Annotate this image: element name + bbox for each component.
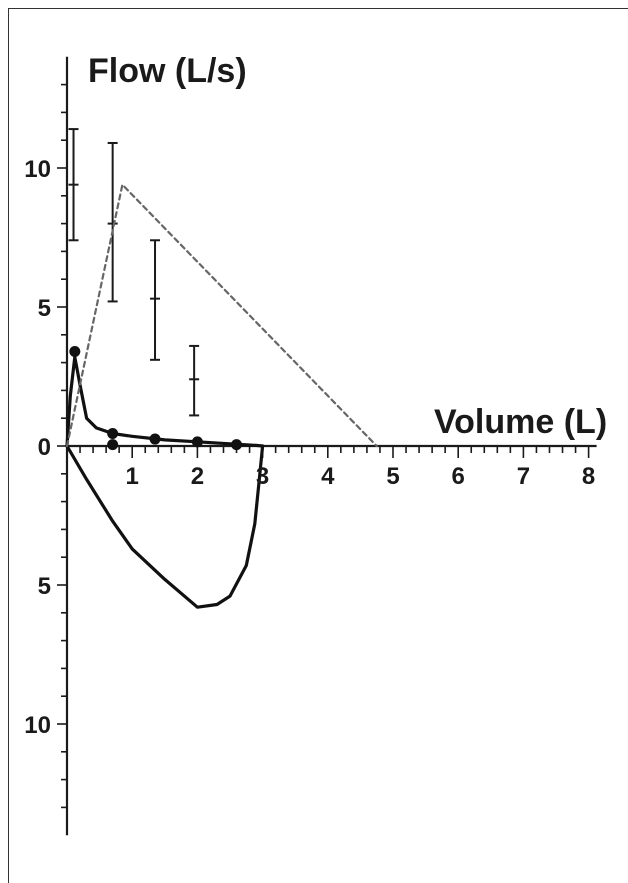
data-point [149,433,161,445]
y-axis-title: Flow (L/s) [88,52,247,90]
y-tick-label: 5 [38,573,51,600]
predicted-curve [65,183,378,448]
chart-border [8,8,628,883]
tick-labels: 1 2 3 4 5 6 7 8 10 5 0 5 10 [24,156,595,739]
x-tick-label: 3 [256,463,269,490]
data-point [107,439,119,451]
y-tick-label: 10 [24,712,51,739]
expiratory-curve [65,355,265,448]
x-tick-label: 7 [517,463,530,490]
x-tick-label: 8 [582,463,595,490]
data-point [69,345,81,357]
x-tick-label: 4 [321,463,335,490]
x-tick-label: 2 [191,463,204,490]
y-tick-label: 0 [38,434,51,461]
y-tick-label: 10 [24,156,51,183]
data-point [231,439,243,451]
data-point [107,427,119,439]
axes [57,56,597,836]
reference-ranges [68,128,200,417]
markers [69,345,243,451]
x-tick-label: 6 [452,463,465,490]
x-tick-label: 5 [386,463,399,490]
x-tick-label: 1 [126,463,139,490]
data-point [191,436,203,448]
y-tick-label: 5 [38,295,51,322]
inspiratory-curve [65,444,265,609]
x-axis-title: Volume (L) [434,403,607,441]
